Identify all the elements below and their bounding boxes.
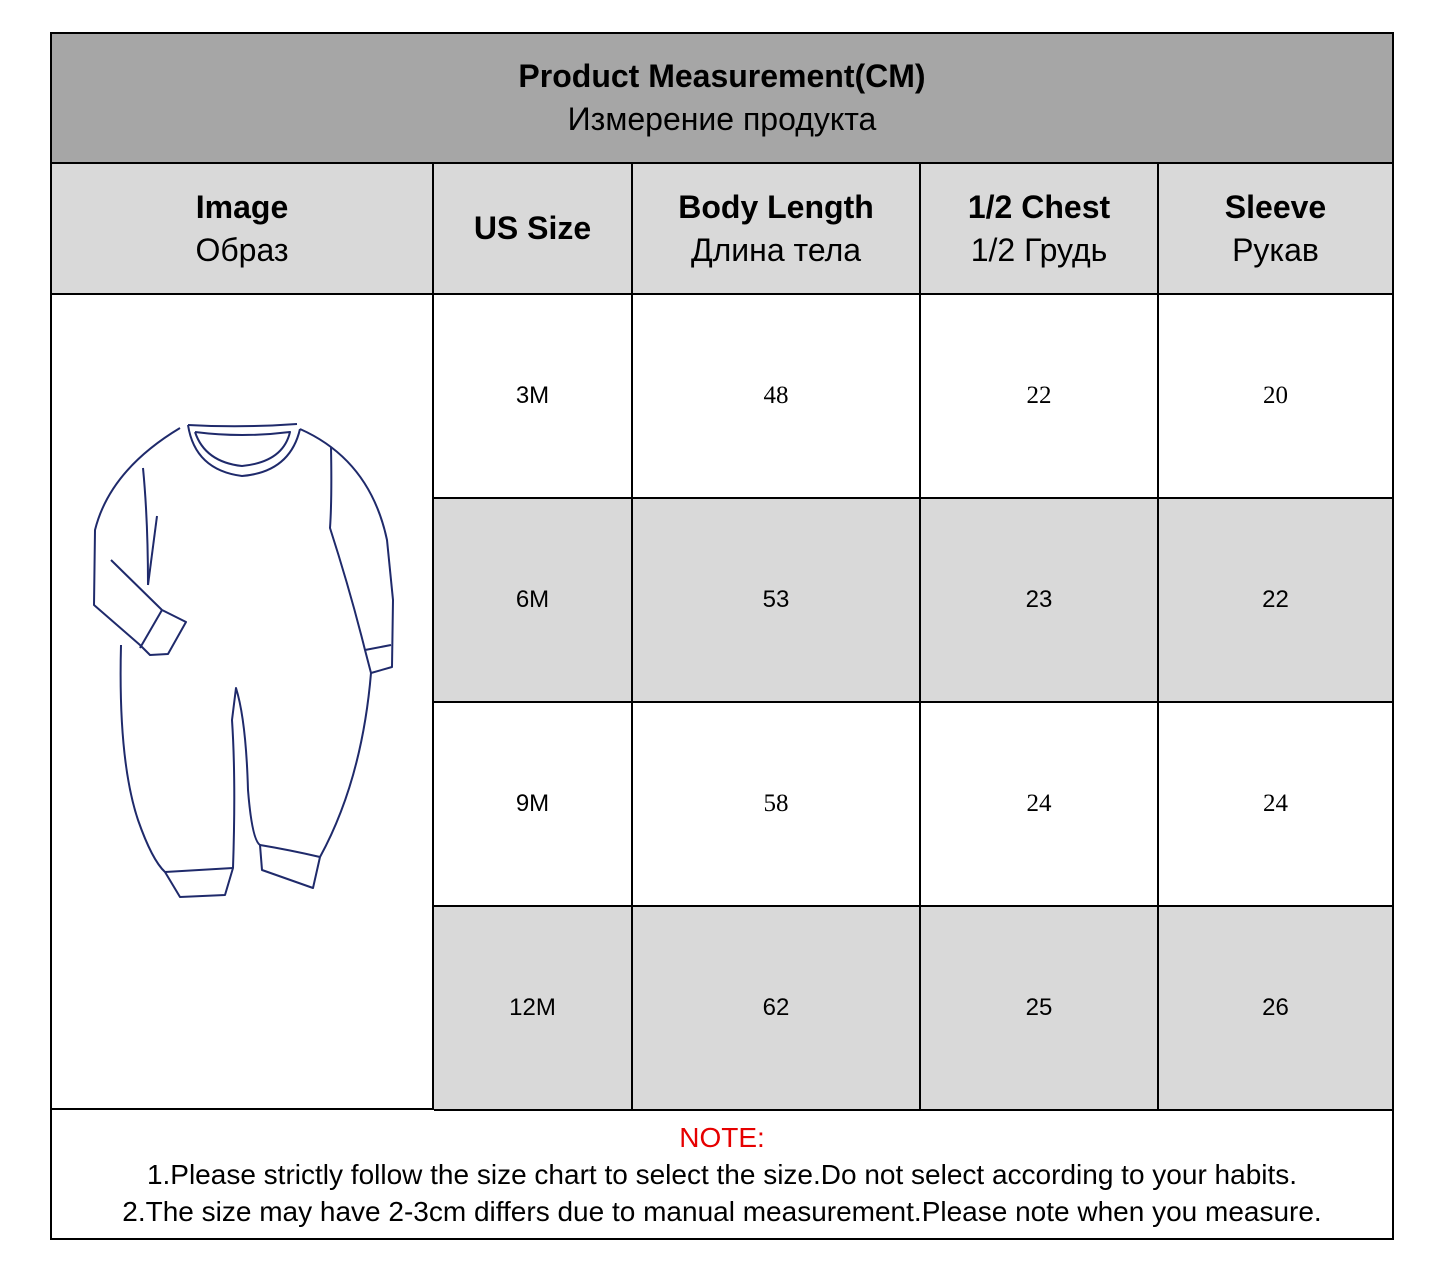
romper-left-armhole [142,467,149,586]
cell-half-chest: 25 [921,907,1159,1111]
cell-size: 12M [434,907,633,1111]
romper-left-cuff [139,609,163,649]
header-label: 1/2 Chest [967,188,1111,225]
cell-sleeve: 26 [1159,907,1392,1111]
table-title: Product Measurement(CM) Измерение продук… [52,34,1392,164]
note-line-2: 2.The size may have 2-3cm differs due to… [122,1195,1322,1227]
header-image: Image Образ [52,164,434,295]
header-label-ru: 1/2 Грудь [970,231,1108,268]
romper-collar-outer [187,424,301,477]
header-label-ru: Длина тела [690,231,862,268]
note-line-1: 1.Please strictly follow the size chart … [146,1158,1298,1190]
title-ru: Измерение продукта [567,101,877,137]
title-en: Product Measurement(CM) [518,58,926,94]
header-body-length: Body Length Длина тела [633,164,921,295]
cell-body-length: 48 [633,295,921,499]
note-label: NOTE: [679,1121,765,1153]
romper-left-leg-cuff [164,867,234,873]
header-us-size: US Size [434,164,633,295]
cell-sleeve: 20 [1159,295,1392,499]
cell-body-length: 58 [633,703,921,907]
romper-right-armhole [329,446,366,651]
cell-size: 3M [434,295,633,499]
romper-collar-top [187,423,298,428]
romper-left-seam [147,515,158,586]
cell-half-chest: 24 [921,703,1159,907]
header-label-ru: Образ [195,231,289,268]
header-label-ru: Рукав [1232,231,1319,268]
header-label: Sleeve [1224,188,1327,225]
cell-size: 9M [434,703,633,907]
header-label: Body Length [678,188,874,225]
cell-sleeve: 24 [1159,703,1392,907]
size-chart-table: Product Measurement(CM) Измерение продук… [50,32,1394,1240]
cell-size: 6M [434,499,633,703]
cell-body-length: 53 [633,499,921,703]
header-sleeve: Sleeve Рукав [1159,164,1392,295]
cell-half-chest: 22 [921,295,1159,499]
product-image-cell [52,295,434,1110]
header-label: Image [195,188,289,225]
note-section: NOTE: 1.Please strictly follow the size … [52,1110,1392,1238]
cell-half-chest: 23 [921,499,1159,703]
cell-body-length: 62 [633,907,921,1111]
romper-right-leg-cuff [259,844,321,858]
header-label: US Size [473,210,592,246]
romper-right-sleeve [299,428,394,674]
romper-left-sleeve [93,427,187,656]
romper-body [119,644,372,898]
header-half-chest: 1/2 Chest 1/2 Грудь [921,164,1159,295]
cell-sleeve: 22 [1159,499,1392,703]
romper-collar-inner [194,431,291,467]
